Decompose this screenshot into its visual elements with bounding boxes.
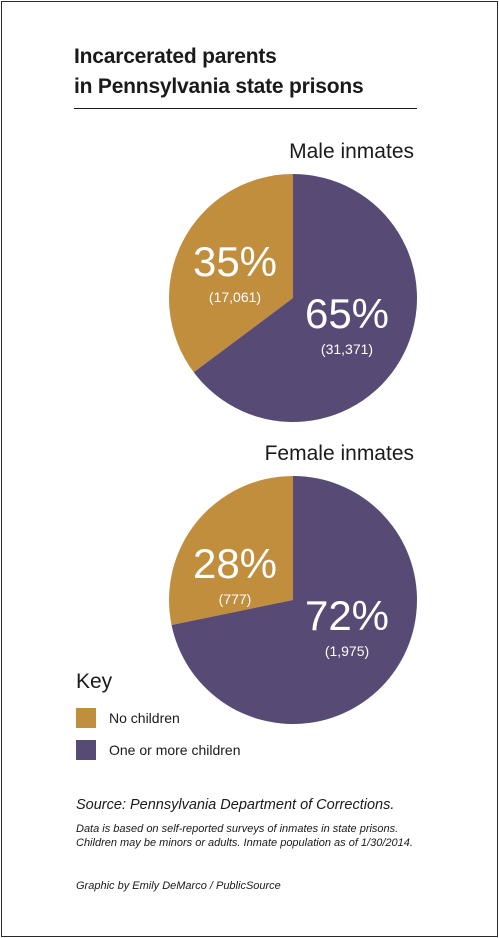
- data-note: Data is based on self-reported surveys o…: [76, 823, 413, 849]
- key-label-no-children: No children: [109, 710, 180, 726]
- male-pie-count-label-1: (31,371): [321, 341, 373, 357]
- key-item-no-children: No children: [76, 708, 180, 728]
- title-line-1: Incarcerated parents: [74, 45, 277, 68]
- female-pie-percent-label-0: 28%: [193, 540, 277, 587]
- key-label-one-or-more-children: One or more children: [109, 742, 241, 758]
- male-pie-title: Male inmates: [289, 140, 414, 163]
- key-title: Key: [76, 670, 113, 693]
- female-pie-slice-one-or-more-children: [171, 476, 418, 724]
- infographic-title: Incarcerated parents in Pennsylvania sta…: [74, 42, 364, 102]
- graphic-credit: Graphic by Emily DeMarco / PublicSource: [76, 880, 281, 892]
- female-pie-count-label-1: (1,975): [325, 643, 369, 659]
- female-pie-count-label-0: (777): [219, 591, 252, 607]
- female-pie-slice-no-children: [169, 476, 293, 626]
- key-swatch-one-or-more-children: [76, 740, 96, 760]
- key-swatch-no-children: [76, 708, 96, 728]
- key-item-one-or-more-children: One or more children: [76, 740, 241, 760]
- female-pie-title: Female inmates: [264, 442, 414, 465]
- title-divider: [74, 108, 417, 109]
- source-text: Source: Pennsylvania Department of Corre…: [76, 797, 395, 813]
- male-pie-slice-one-or-more-children: [193, 174, 417, 422]
- male-pie-slice-no-children: [169, 174, 293, 373]
- title-line-2: in Pennsylvania state prisons: [74, 75, 364, 98]
- male-pie-count-label-0: (17,061): [209, 289, 261, 305]
- male-pie-percent-label-1: 65%: [305, 290, 389, 337]
- female-pie-percent-label-1: 72%: [305, 592, 389, 639]
- male-pie-percent-label-0: 35%: [193, 238, 277, 285]
